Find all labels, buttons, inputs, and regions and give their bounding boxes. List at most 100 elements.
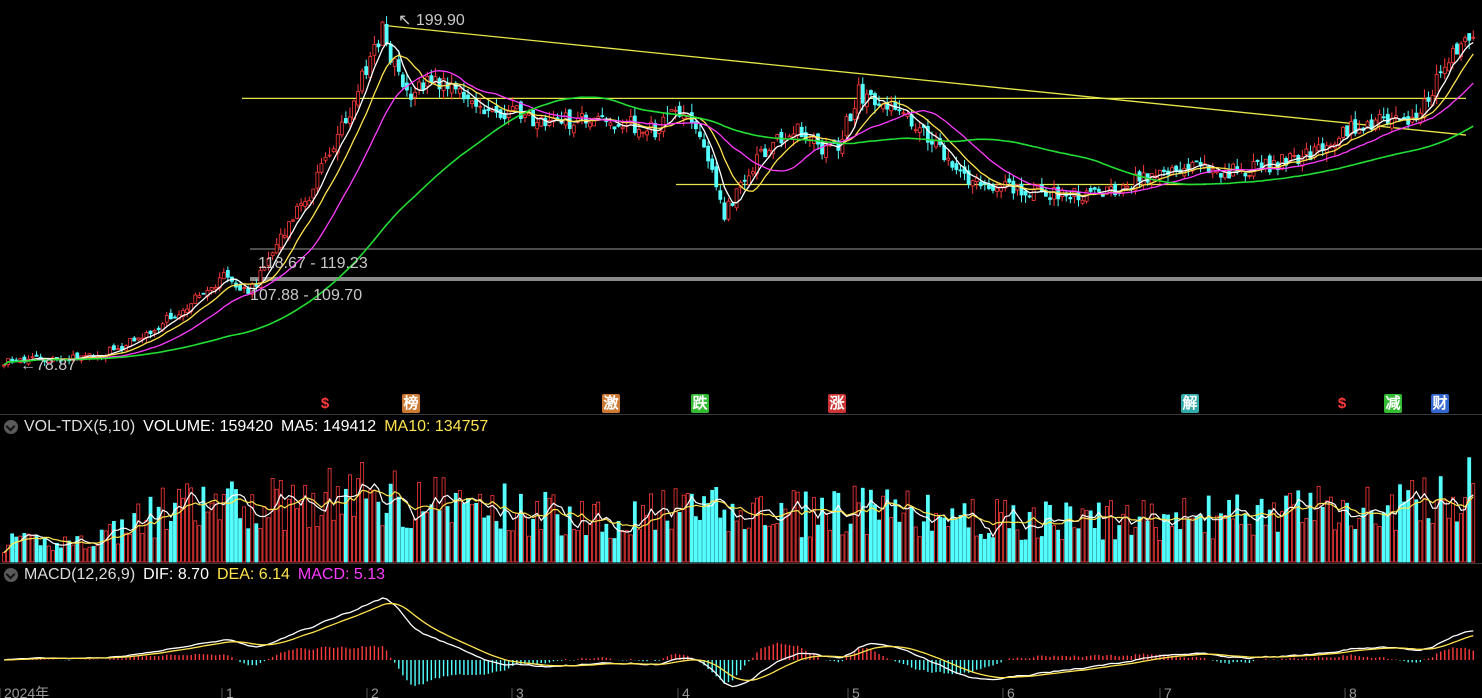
- event-marker[interactable]: 激: [602, 394, 620, 413]
- candle-body: [1031, 189, 1036, 201]
- candle-body: [1247, 175, 1252, 177]
- volume-bar: [775, 523, 780, 563]
- collapse-icon[interactable]: [4, 568, 18, 582]
- candle-body: [1133, 173, 1138, 191]
- volume-bar: [750, 502, 755, 563]
- volume-bar: [173, 502, 177, 563]
- event-marker[interactable]: 榜: [402, 394, 420, 413]
- volume-bar: [974, 535, 979, 563]
- volume-bar: [1410, 480, 1415, 563]
- volume-bar: [873, 504, 877, 563]
- volume-bar: [812, 497, 816, 563]
- volume-bar: [494, 521, 499, 563]
- volume-bar: [1206, 495, 1211, 563]
- candle-body: [417, 81, 422, 91]
- volume-bar: [1422, 477, 1427, 563]
- candle-body: [1402, 117, 1406, 119]
- volume-bar: [331, 519, 336, 563]
- candle-body: [1088, 188, 1093, 192]
- candle-body: [1109, 186, 1113, 191]
- volume-bar: [140, 533, 145, 563]
- volume-bar: [592, 503, 597, 563]
- volume-bar: [987, 533, 991, 563]
- volume-bar: [1125, 505, 1130, 563]
- candle-body: [1316, 144, 1321, 152]
- event-marker[interactable]: $: [1337, 395, 1347, 412]
- event-marker[interactable]: 涨: [828, 394, 846, 413]
- volume-bar: [417, 481, 422, 563]
- volume-bar: [746, 527, 751, 563]
- volume-bar: [10, 533, 15, 563]
- volume-bar: [844, 531, 849, 563]
- volume-bar: [1369, 510, 1374, 563]
- candle-body: [1251, 161, 1256, 177]
- candle-body: [278, 233, 283, 248]
- volume-bar: [1418, 520, 1423, 563]
- volume-bar: [612, 538, 617, 563]
- x-axis-tick-label: 2: [371, 685, 379, 698]
- volume-bar: [828, 530, 833, 563]
- volume-bar: [958, 515, 963, 563]
- candle-body: [486, 108, 491, 111]
- volume-bar: [820, 497, 824, 563]
- candle-body: [978, 181, 983, 187]
- candle-body: [539, 116, 544, 127]
- volume-bar: [702, 496, 706, 563]
- candle-body: [925, 126, 930, 143]
- volume-bar: [1072, 527, 1077, 563]
- volume-bar: [1332, 529, 1337, 563]
- volume-bar: [518, 493, 523, 563]
- volume-bar: [661, 490, 666, 563]
- candle-body: [209, 287, 214, 291]
- event-marker[interactable]: 解: [1181, 394, 1199, 413]
- volume-bar: [1198, 514, 1203, 563]
- volume-bar: [1304, 518, 1309, 563]
- volume-bar: [608, 537, 613, 563]
- candle-body: [392, 58, 397, 67]
- volume-bar: [71, 544, 76, 563]
- volume-bar: [1076, 528, 1081, 563]
- collapse-icon[interactable]: [4, 420, 18, 434]
- candle-body: [730, 203, 735, 206]
- event-marker[interactable]: 财: [1431, 394, 1449, 413]
- candle-body: [1292, 155, 1297, 157]
- candle-body: [1345, 125, 1349, 137]
- macd-indicator-name[interactable]: MACD(12,26,9): [24, 566, 136, 583]
- volume-bar: [266, 517, 271, 563]
- volume-bar: [1341, 500, 1345, 563]
- volume-bar: [580, 501, 584, 563]
- volume-bar: [710, 489, 715, 563]
- volume-bar: [1003, 500, 1008, 563]
- event-marker[interactable]: 跌: [691, 394, 709, 413]
- volume-bar: [637, 529, 641, 563]
- volume-bar: [323, 491, 328, 563]
- event-marker[interactable]: $: [320, 395, 330, 412]
- volume-bar: [429, 504, 434, 563]
- volume-indicator-name[interactable]: VOL-TDX(5,10): [24, 418, 136, 435]
- volume-bar: [6, 544, 10, 563]
- volume-bar: [1455, 521, 1459, 563]
- volume-bar: [624, 530, 629, 563]
- candle-body: [714, 166, 719, 188]
- volume-bar: [1035, 537, 1040, 563]
- volume-bar: [95, 545, 100, 563]
- candle-body: [694, 121, 698, 130]
- volume-bar: [1056, 529, 1061, 563]
- volume-bar: [1080, 508, 1085, 563]
- volume-bar: [372, 490, 377, 563]
- volume-bar: [893, 499, 898, 563]
- candle-body: [567, 109, 572, 129]
- candle-body: [844, 116, 849, 137]
- volume-bar: [246, 528, 251, 563]
- volume-bar: [1308, 492, 1313, 563]
- event-marker[interactable]: 减: [1384, 394, 1402, 413]
- volume-bar: [917, 536, 922, 563]
- volume-bar: [824, 513, 829, 563]
- volume-bar: [763, 525, 767, 563]
- volume-bar: [584, 535, 588, 563]
- volume-bar: [718, 517, 723, 563]
- candle-body: [970, 180, 975, 187]
- volume-bar: [185, 483, 190, 563]
- volume-bar: [962, 503, 967, 563]
- candle-body: [934, 140, 938, 148]
